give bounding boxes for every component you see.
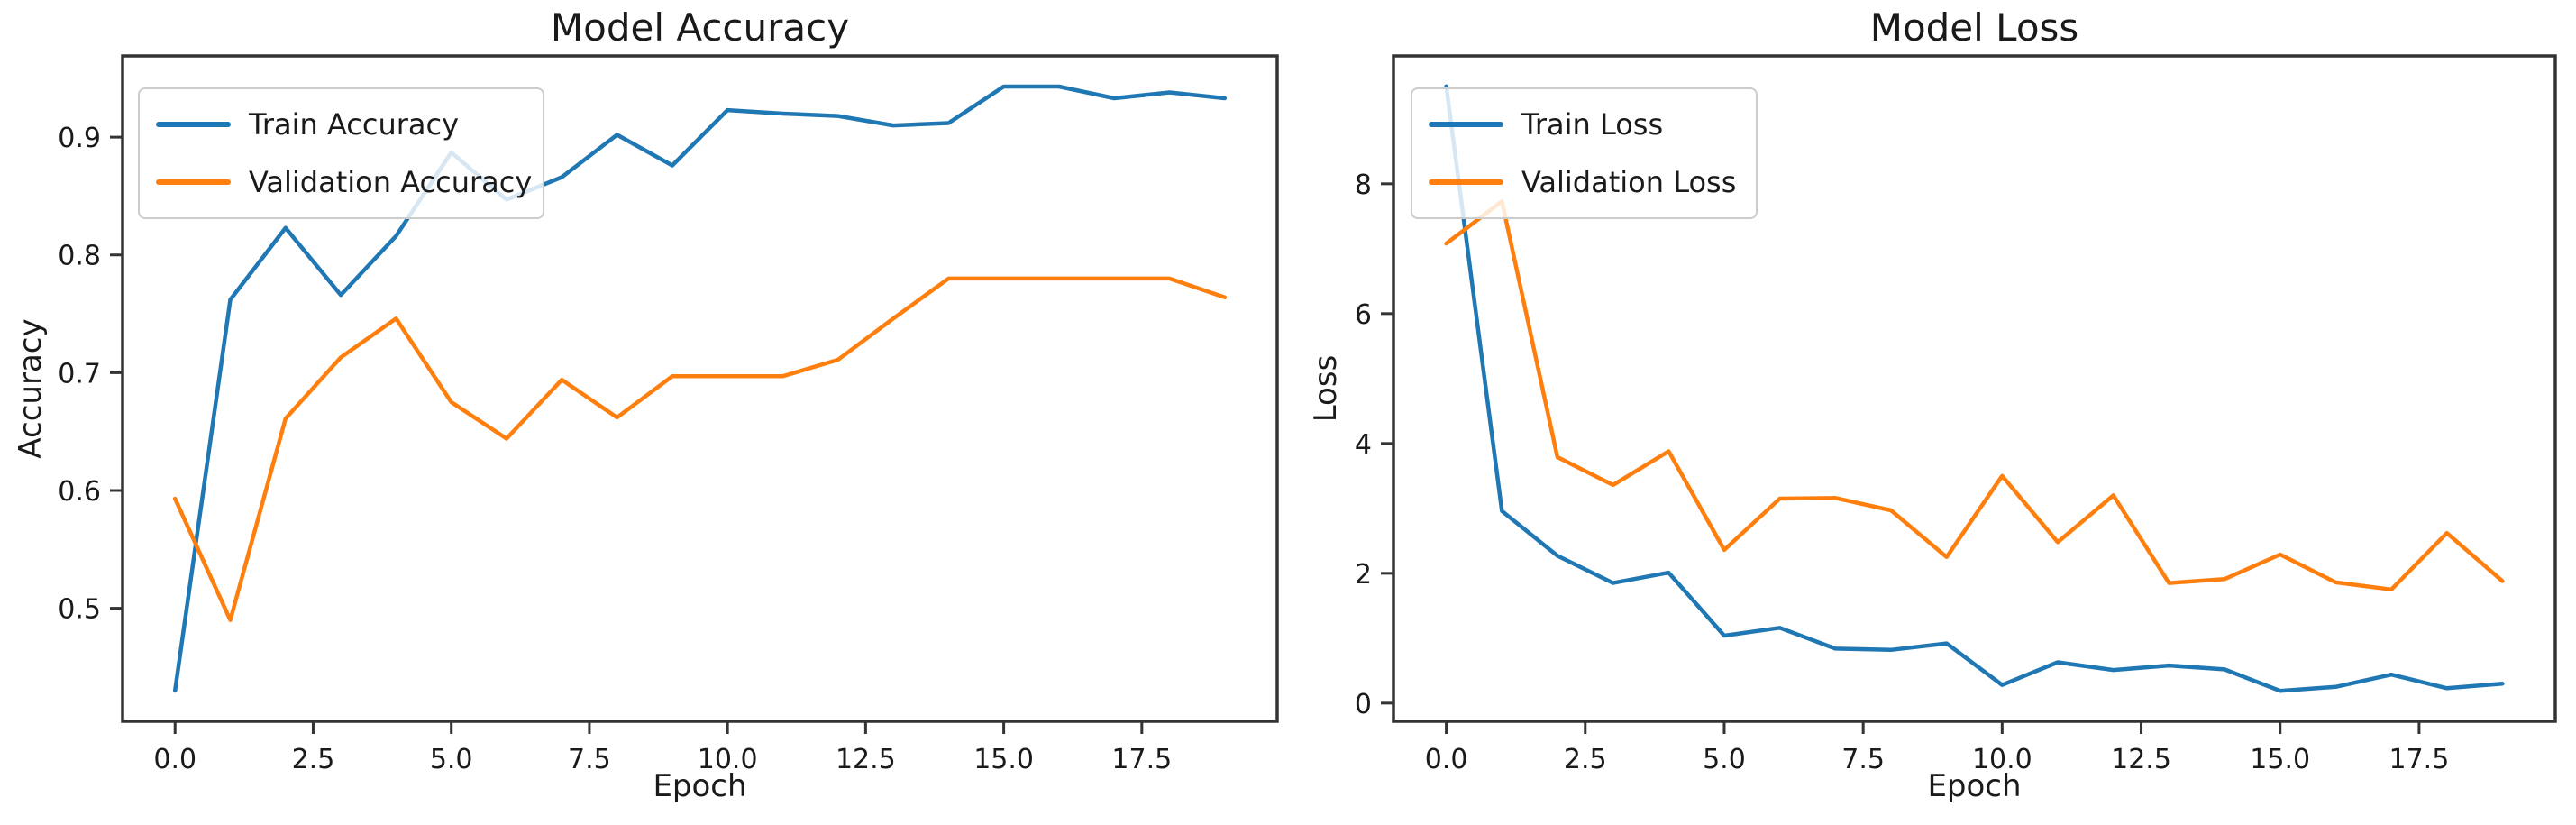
accuracy-subplot: 0.5 0.6 0.7 0.8 0.9 0.0 2.5 5.0 7.5 10.0 12.5 15.0 1… [13, 5, 1279, 804]
x-tick-label: 7.5 [1841, 744, 1885, 775]
validation-series-line [1444, 199, 2505, 592]
train-loss-legend-line-icon [1429, 122, 1503, 127]
y-tick-label: 0.7 [58, 358, 101, 390]
loss-y-axis-label: Loss [1308, 354, 1344, 423]
train-series-line [1444, 84, 2505, 693]
y-tick-label: 8 [1355, 170, 1372, 201]
legend-item-train-accuracy: Train Accuracy [156, 107, 526, 142]
axes-spines [121, 54, 1279, 723]
train-series-line [172, 84, 1228, 693]
train-accuracy-legend-label: Train Accuracy [249, 107, 460, 142]
accuracy-plot-svg: 0.5 0.6 0.7 0.8 0.9 0.0 2.5 5.0 7.5 10.0 12.5 15.0 1… [58, 54, 1279, 775]
loss-subplot: 0 2 4 6 8 0.0 2.5 5.0 7.5 10.0 12.5 15.0 17.5 Model … [1288, 0, 2576, 825]
x-tick-label: 2.5 [1564, 744, 1607, 775]
train-accuracy-legend-line-icon [156, 122, 231, 127]
x-tick-label: 15.0 [2250, 744, 2310, 775]
validation-accuracy-legend-line-icon [156, 179, 231, 185]
x-tick-label: 0.0 [1425, 744, 1468, 775]
axes-spines [1392, 54, 2557, 723]
loss-chart-title: Model Loss [1869, 5, 2079, 50]
validation-accuracy-legend-label: Validation Accuracy [249, 165, 533, 199]
y-tick-label: 4 [1355, 429, 1372, 461]
y-tick-label: 0.5 [58, 594, 101, 626]
x-tick-label: 5.0 [430, 744, 473, 775]
x-tick-label: 7.5 [568, 744, 611, 775]
y-tick-label: 0 [1355, 689, 1372, 720]
accuracy-y-axis-label: Accuracy [13, 318, 49, 459]
accuracy-chart-title: Model Accuracy [550, 5, 850, 50]
x-tick-label: 10.0 [1972, 744, 2032, 775]
validation-series-line [172, 276, 1228, 622]
loss-plot-svg: 0 2 4 6 8 0.0 2.5 5.0 7.5 10.0 12.5 15.0 17.5 [1355, 54, 2557, 775]
loss-legend: Train Loss Validation Loss [1411, 87, 1758, 219]
x-tick-label: 12.5 [2111, 744, 2171, 775]
validation-loss-legend-label: Validation Loss [1521, 165, 1737, 199]
y-tick-label: 0.6 [58, 476, 101, 508]
x-tick-label: 17.5 [2389, 744, 2449, 775]
x-tick-label: 2.5 [292, 744, 335, 775]
x-tick-label: 10.0 [698, 744, 758, 775]
train-loss-legend-label: Train Loss [1521, 107, 1664, 142]
y-tick-label: 0.9 [58, 123, 101, 154]
accuracy-legend: Train Accuracy Validation Accuracy [138, 87, 544, 219]
accuracy-x-axis-label: Epoch [653, 768, 747, 804]
x-tick-label: 12.5 [836, 744, 896, 775]
y-tick-label: 0.8 [58, 241, 101, 272]
validation-loss-legend-line-icon [1429, 179, 1503, 185]
loss-x-axis-label: Epoch [1927, 768, 2022, 804]
legend-item-validation-accuracy: Validation Accuracy [156, 165, 532, 199]
x-tick-label: 15.0 [973, 744, 1034, 775]
legend-item-validation-loss: Validation Loss [1429, 165, 1740, 199]
x-tick-label: 17.5 [1111, 744, 1172, 775]
x-tick-label: 5.0 [1703, 744, 1746, 775]
x-tick-label: 0.0 [153, 744, 196, 775]
legend-item-train-loss: Train Loss [1429, 107, 1740, 142]
y-tick-label: 6 [1355, 299, 1372, 331]
y-tick-label: 2 [1355, 559, 1372, 591]
